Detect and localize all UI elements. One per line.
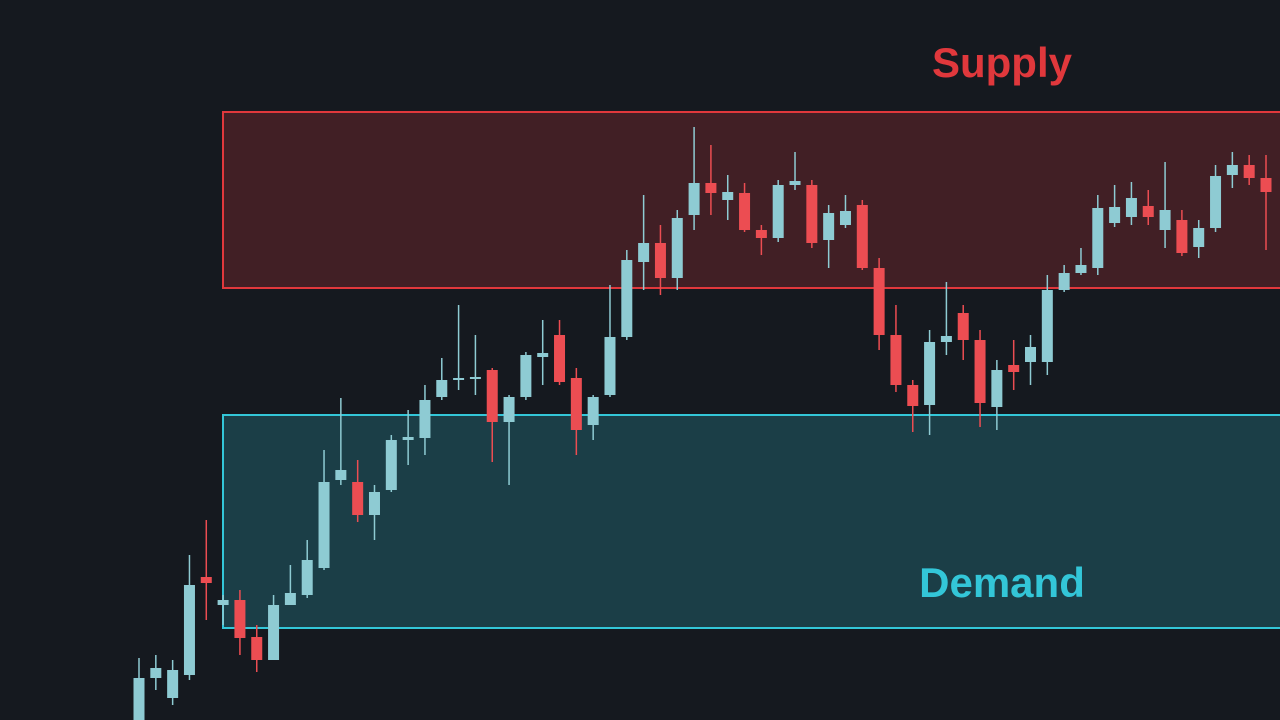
- candle-body: [1260, 178, 1272, 192]
- candle-body: [1058, 273, 1070, 290]
- zone-label: Demand: [919, 559, 1085, 606]
- candle-body: [486, 370, 498, 422]
- candle-body: [1041, 290, 1053, 362]
- candle-body: [520, 355, 532, 397]
- candle-body: [1193, 228, 1205, 247]
- candle-body: [739, 193, 751, 230]
- candle-body: [1109, 207, 1121, 223]
- candle-body: [183, 585, 195, 675]
- candle-body: [1176, 220, 1188, 253]
- candle-body: [234, 600, 246, 638]
- candle-body: [453, 378, 465, 380]
- candle-body: [1092, 208, 1104, 268]
- candle-body: [638, 243, 650, 262]
- zones: Supply Demand: [222, 39, 1280, 629]
- candle-body: [940, 336, 952, 342]
- candle-body: [570, 378, 582, 430]
- candle-body: [419, 400, 431, 438]
- candle-body: [469, 377, 481, 379]
- candle-body: [907, 385, 919, 406]
- candle-body: [554, 335, 566, 382]
- candle-body: [200, 577, 212, 583]
- candle-body: [268, 605, 280, 660]
- candle-body: [705, 183, 717, 193]
- candle-body: [722, 192, 734, 200]
- candle-body: [1210, 176, 1222, 228]
- candle-body: [402, 437, 414, 440]
- candle-body: [335, 470, 347, 480]
- candle-body: [1142, 206, 1154, 217]
- candle-body: [654, 243, 666, 278]
- candle-body: [537, 353, 549, 357]
- candle-body: [839, 211, 851, 225]
- candle-body: [352, 482, 364, 515]
- candle-body: [1243, 165, 1255, 178]
- candle-body: [301, 560, 313, 595]
- candle-body: [133, 678, 145, 720]
- zone: [222, 414, 1280, 629]
- candle-body: [167, 670, 179, 698]
- candle-body: [503, 397, 515, 422]
- candle-body: [1075, 265, 1087, 273]
- candle-body: [991, 370, 1003, 407]
- candle-body: [1025, 347, 1037, 362]
- candle-body: [251, 637, 263, 660]
- candle-body: [823, 213, 835, 240]
- candle-body: [150, 668, 162, 678]
- candle-body: [974, 340, 986, 403]
- candle-body: [671, 218, 683, 278]
- candle-body: [856, 205, 868, 268]
- candle-body: [688, 183, 700, 215]
- candle-body: [755, 230, 767, 238]
- candle-body: [1159, 210, 1171, 230]
- candle-body: [806, 185, 818, 243]
- candle-body: [284, 593, 296, 605]
- candle-body: [789, 181, 801, 185]
- zone-label: Supply: [932, 39, 1073, 86]
- zone: [222, 111, 1280, 289]
- candle-body: [368, 492, 380, 515]
- candles: [133, 127, 1272, 720]
- candle-body: [1125, 198, 1137, 217]
- candle-body: [957, 313, 969, 340]
- candle-body: [772, 185, 784, 238]
- candle-body: [1226, 165, 1238, 175]
- candle-body: [604, 337, 616, 395]
- candle-body: [318, 482, 330, 568]
- candle-body: [890, 335, 902, 385]
- candle-body: [436, 380, 448, 397]
- candle-body: [385, 440, 397, 490]
- candle-body: [217, 600, 229, 605]
- candle-body: [587, 397, 599, 425]
- candle-body: [873, 268, 885, 335]
- candle-body: [924, 342, 936, 405]
- candle-body: [621, 260, 633, 337]
- candle-body: [1008, 365, 1020, 372]
